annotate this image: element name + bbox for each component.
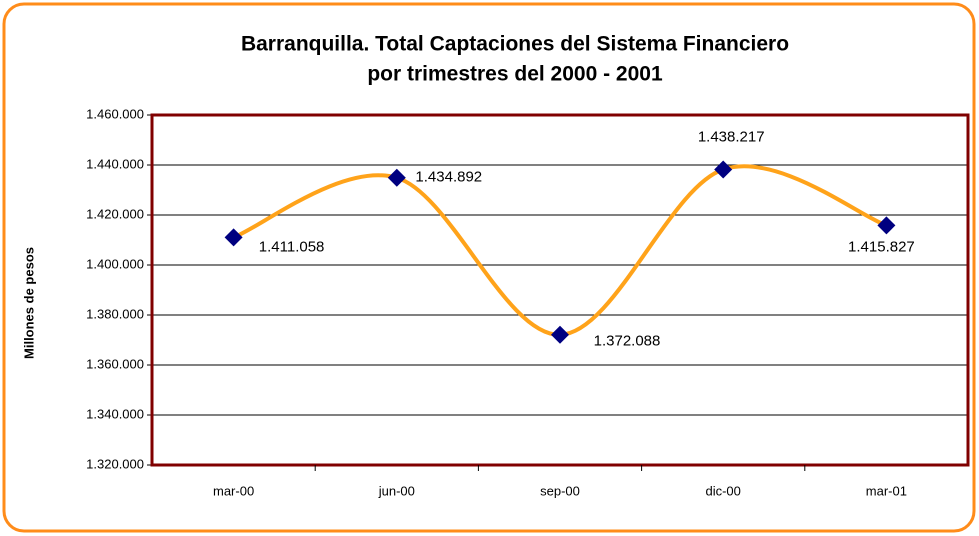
- x-tick-label: dic-00: [705, 483, 740, 498]
- data-label: 1.434.892: [415, 169, 482, 186]
- y-tick-label: 1.400.000: [86, 256, 144, 271]
- data-label: 1.411.058: [259, 238, 325, 255]
- data-label: 1.438.217: [698, 128, 765, 145]
- y-tick-label: 1.460.000: [86, 106, 144, 121]
- marker: [714, 160, 733, 179]
- x-tick-label: mar-01: [866, 483, 907, 498]
- y-tick-label: 1.420.000: [86, 206, 144, 221]
- data-label: 1.415.827: [848, 238, 915, 255]
- y-axis-label: Millones de pesos: [21, 247, 36, 359]
- marker: [387, 168, 406, 187]
- y-tick-label: 1.340.000: [86, 406, 144, 421]
- marker: [224, 228, 243, 247]
- y-tick-label: 1.320.000: [86, 456, 144, 471]
- plot-border: [150, 113, 970, 467]
- data-label: 1.372.088: [594, 333, 661, 350]
- marker: [551, 325, 569, 344]
- y-tick-label: 1.360.000: [86, 356, 144, 371]
- chart-title: Barranquilla. Total Captaciones del Sist…: [241, 33, 789, 56]
- x-tick-label: sep-00: [540, 483, 580, 498]
- marker: [877, 216, 896, 235]
- chart-title: por trimestres del 2000 - 2001: [367, 63, 663, 86]
- y-tick-label: 1.380.000: [86, 306, 144, 321]
- x-tick-label: mar-00: [213, 483, 254, 498]
- x-tick-label: jun-00: [378, 483, 415, 498]
- y-tick-label: 1.440.000: [86, 156, 144, 171]
